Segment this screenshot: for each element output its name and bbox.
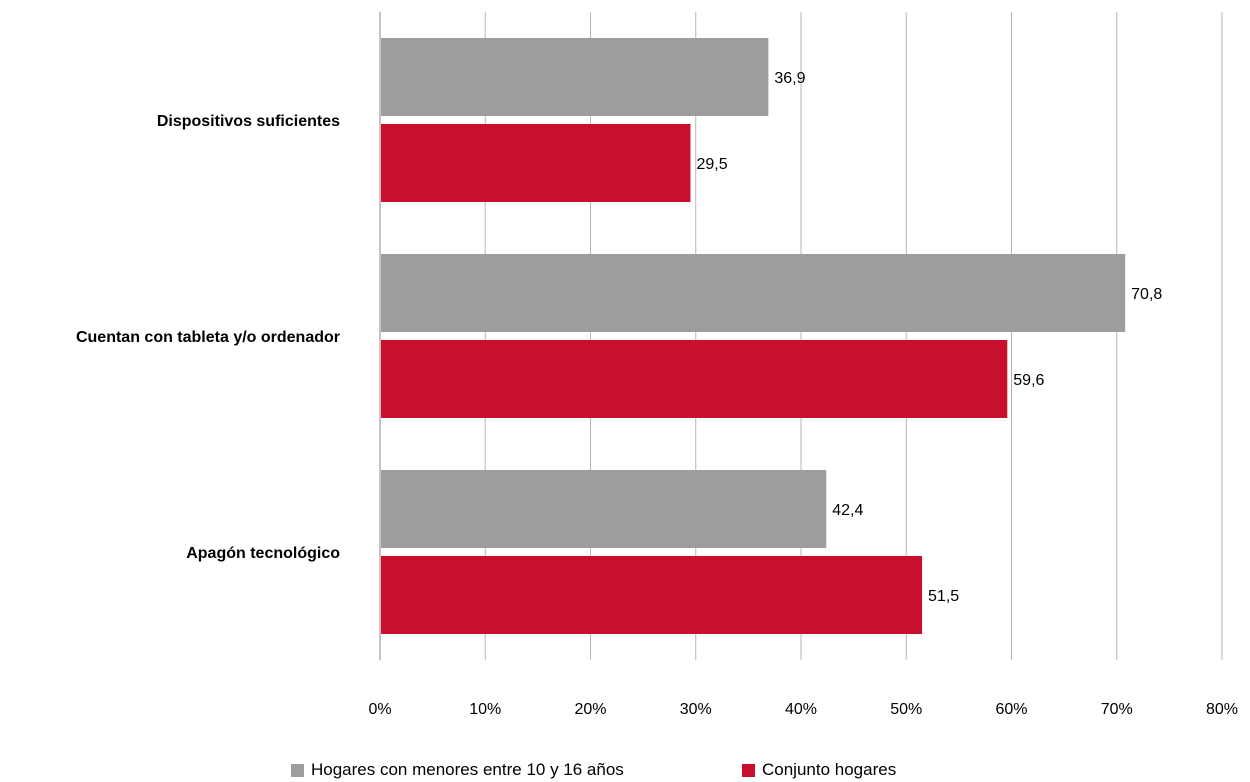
category-label: Cuentan con tableta y/o ordenador — [76, 329, 340, 346]
bar — [381, 38, 769, 116]
data-labels: 36,9 29,5 70,8 59,6 42,4 51,5 — [696, 70, 1162, 605]
legend-item-series-1: Hogares con menores entre 10 y 16 años — [291, 760, 624, 780]
x-tick-label: 30% — [680, 701, 712, 718]
data-label: 59,6 — [1013, 372, 1044, 389]
x-tick-label: 70% — [1101, 701, 1133, 718]
x-tick-label: 0% — [368, 701, 391, 718]
category-label: Apagón tecnológico — [186, 545, 340, 562]
x-tick-label: 80% — [1206, 701, 1238, 718]
legend-swatch-series-1 — [291, 763, 304, 777]
bar — [381, 556, 923, 634]
legend-swatch-series-2 — [742, 763, 755, 777]
category-labels: Dispositivos suficientes Cuentan con tabl… — [76, 113, 340, 562]
x-tick-label: 40% — [785, 701, 817, 718]
grid-lines — [379, 12, 1223, 660]
bar-chart: 36,9 29,5 70,8 59,6 42,4 51,5 Dispositivos su… — [76, 12, 1238, 718]
x-tick-label: 20% — [574, 701, 606, 718]
bar — [381, 340, 1008, 418]
bar — [381, 124, 691, 202]
legend-item-series-2: Conjunto hogares — [742, 760, 896, 780]
bar — [381, 470, 827, 548]
data-label: 36,9 — [774, 70, 805, 87]
data-label: 42,4 — [832, 502, 863, 519]
x-tick-labels: 0% 10% 20% 30% 40% 50% 60% 70% 80% — [368, 701, 1238, 718]
data-label: 51,5 — [928, 588, 959, 605]
bars — [381, 38, 1126, 634]
x-tick-label: 50% — [890, 701, 922, 718]
data-label: 29,5 — [696, 156, 727, 173]
x-tick-label: 60% — [995, 701, 1027, 718]
bar — [381, 254, 1126, 332]
legend: Hogares con menores entre 10 y 16 años C… — [0, 760, 1250, 782]
x-tick-label: 10% — [469, 701, 501, 718]
legend-label-series-1: Hogares con menores entre 10 y 16 años — [311, 760, 624, 779]
legend-label-series-2: Conjunto hogares — [762, 760, 897, 779]
category-label: Dispositivos suficientes — [157, 113, 340, 130]
data-label: 70,8 — [1131, 286, 1162, 303]
